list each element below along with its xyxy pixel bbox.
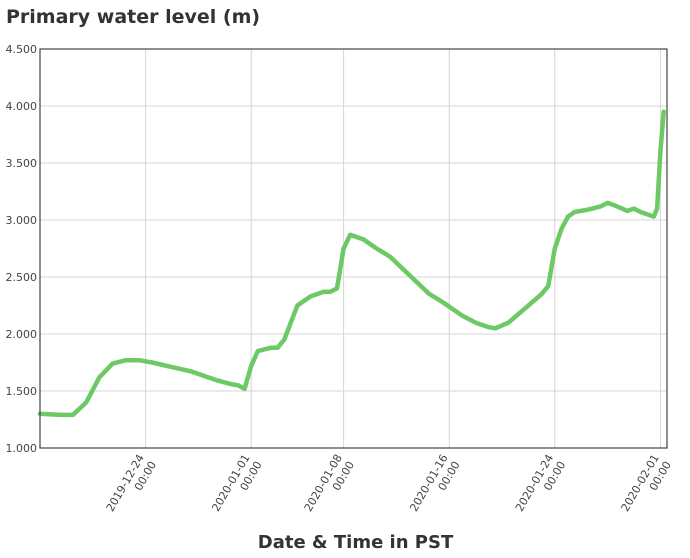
x-axis-title: Date & Time in PST	[258, 532, 454, 553]
series-group	[37, 109, 666, 418]
chart-title: Primary water level (m)	[6, 6, 261, 28]
y-tick-label: 1.000	[6, 442, 38, 455]
y-tick-label: 2.500	[6, 271, 38, 284]
y-tick-label: 1.500	[6, 385, 38, 398]
y-tick-label: 4.000	[6, 100, 38, 113]
y-tick-label: 2.000	[6, 328, 38, 341]
y-axis: 1.000 1.500 2.000 2.500 3.000 3.500 4.000 4.500	[6, 43, 38, 455]
plot-frame	[39, 48, 668, 449]
y-tick-label: 3.000	[6, 214, 38, 227]
grid	[40, 48, 667, 449]
water-level-line	[37, 109, 666, 418]
y-tick-label: 4.500	[6, 43, 38, 56]
y-tick-label: 3.500	[6, 157, 38, 170]
